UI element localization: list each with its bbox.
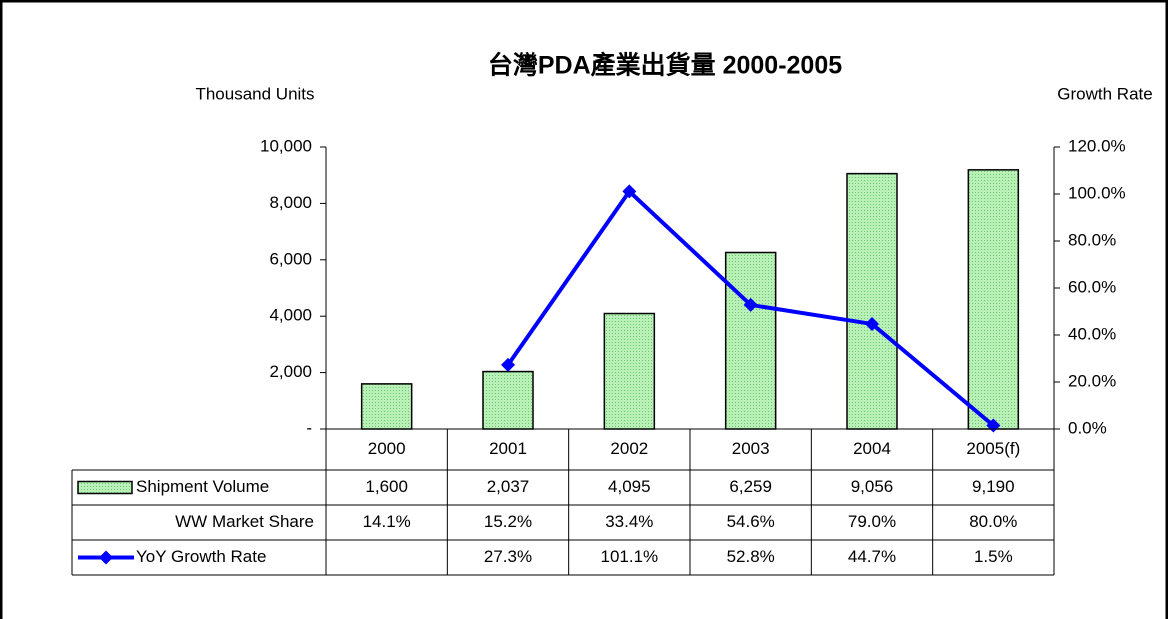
bar — [482, 370, 534, 430]
y-tick-label: 10,000 — [260, 136, 312, 155]
x-tick-label: 2003 — [732, 439, 770, 458]
table-cell: 14.1% — [363, 512, 411, 531]
y2-tick-label: 20.0% — [1068, 371, 1116, 390]
x-tick-label: 2002 — [610, 439, 648, 458]
y-tick-label: 2,000 — [269, 362, 312, 381]
y2-axis-label: Growth Rate — [1057, 84, 1152, 103]
table-cell: 27.3% — [484, 547, 532, 566]
x-tick-label: 2000 — [368, 439, 406, 458]
table-cell: 44.7% — [848, 547, 896, 566]
table-cell: 54.6% — [727, 512, 775, 531]
y2-tick-label: 40.0% — [1068, 324, 1116, 343]
legend-label: YoY Growth Rate — [136, 547, 266, 566]
y-tick-label: 6,000 — [269, 249, 312, 268]
table-cell: 1,600 — [365, 477, 408, 496]
line-marker — [622, 184, 637, 199]
legend-marker — [99, 550, 113, 565]
y2-tick-label: 120.0% — [1068, 136, 1126, 155]
y2-tick-label: 0.0% — [1068, 418, 1107, 437]
y-axis-label: Thousand Units — [195, 84, 314, 103]
table-cell: 80.0% — [969, 512, 1017, 531]
y-tick-label: - — [306, 418, 312, 437]
table-cell: 6,259 — [729, 477, 772, 496]
chart-title: 台灣PDA產業出貨量 2000-2005 — [488, 51, 842, 80]
table-cell: 15.2% — [484, 512, 532, 531]
bar — [360, 383, 413, 430]
table-cell: 2,037 — [487, 477, 530, 496]
line-marker — [501, 357, 515, 372]
table-cell: 33.4% — [605, 512, 653, 531]
legend-swatch — [77, 480, 133, 495]
y2-tick-label: 100.0% — [1068, 183, 1126, 202]
table-cell: 101.1% — [600, 547, 658, 566]
bar — [724, 251, 777, 430]
x-tick-label: 2005(f) — [966, 439, 1020, 458]
table-cell: 9,056 — [851, 477, 894, 496]
x-tick-label: 2001 — [489, 439, 527, 458]
x-tick-label: 2004 — [853, 439, 891, 458]
legend-label: Shipment Volume — [136, 477, 269, 496]
bar — [603, 312, 656, 430]
legend-label: WW Market Share — [175, 512, 314, 531]
table-cell: 79.0% — [848, 512, 896, 531]
bar — [846, 172, 898, 430]
table-cell: 9,190 — [972, 477, 1015, 496]
table-cell: 1.5% — [974, 547, 1013, 566]
y-tick-label: 4,000 — [269, 306, 312, 325]
table-cell: 52.8% — [727, 547, 775, 566]
bar — [967, 169, 1020, 430]
y2-tick-label: 80.0% — [1068, 230, 1116, 249]
line-marker — [865, 316, 879, 331]
line-marker — [743, 297, 758, 312]
y2-tick-label: 60.0% — [1068, 277, 1116, 296]
y-tick-label: 8,000 — [269, 193, 312, 212]
table-cell: 4,095 — [608, 477, 651, 496]
